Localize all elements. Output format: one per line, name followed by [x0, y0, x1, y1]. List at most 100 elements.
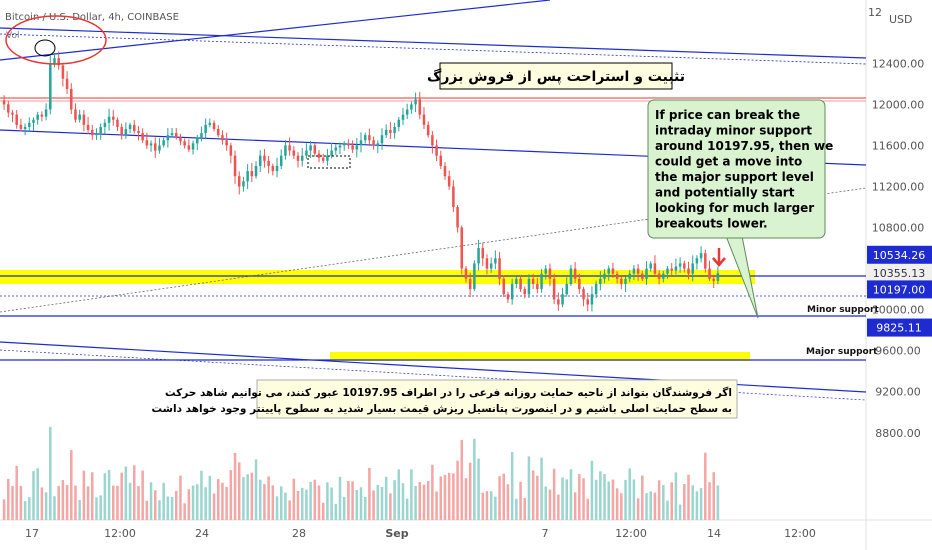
candle-body — [716, 273, 720, 281]
minor-support-label: Minor support — [807, 305, 879, 315]
time-tick-label: 12:00 — [784, 527, 816, 540]
candle-body — [695, 258, 699, 264]
volume-bar — [477, 458, 480, 520]
volume-bar — [292, 478, 296, 520]
candle-body — [313, 145, 317, 154]
candle-body — [271, 165, 275, 172]
volume-bar — [23, 501, 27, 520]
candle-body — [200, 133, 203, 138]
candle-body — [342, 143, 346, 146]
volume-bar — [464, 478, 468, 520]
volume-bar — [678, 504, 682, 520]
volume-bar — [536, 475, 539, 520]
volume-bar — [401, 483, 405, 520]
volume-bar — [342, 496, 346, 520]
volume-bar — [489, 491, 493, 520]
candle-body — [498, 258, 501, 279]
volume-bar — [590, 460, 594, 520]
candle-body — [372, 140, 375, 146]
candle-body — [254, 165, 258, 177]
candle-body — [221, 135, 224, 141]
candle-body — [309, 145, 312, 151]
candle-body — [410, 104, 413, 110]
volume-bar — [435, 491, 438, 520]
volume-bar — [267, 476, 270, 520]
volume-bar — [695, 491, 699, 520]
volume-bar — [141, 470, 144, 520]
candle-body — [2, 100, 6, 105]
volume-bar — [330, 487, 333, 520]
volume-bar — [561, 477, 564, 520]
price-tags: 10534.26 10355.13 10197.00 9825.11 — [867, 245, 932, 337]
candle-body — [422, 114, 426, 125]
candle-body — [540, 273, 543, 290]
price-tag-label: 10197.00 — [873, 283, 926, 296]
major-support-zone-band[interactable] — [330, 352, 750, 361]
volume-bar — [494, 496, 497, 520]
candle-body — [300, 155, 304, 161]
volume-bar — [179, 475, 182, 520]
volume-bar — [284, 492, 287, 520]
volume-bar — [641, 475, 644, 520]
candle-body — [28, 122, 31, 127]
volume-bar — [78, 499, 81, 520]
volume-bar — [149, 482, 153, 520]
candle-body — [628, 273, 631, 279]
volume-bar — [426, 481, 430, 520]
candle-body — [288, 145, 291, 151]
candle-body — [103, 122, 107, 127]
candle-body — [179, 137, 182, 142]
candle-body — [489, 263, 493, 269]
upper-rising-trendline[interactable] — [0, 0, 551, 61]
volume-bar — [708, 482, 711, 520]
volume-bar — [355, 489, 359, 520]
volume-bar — [183, 503, 186, 520]
upper-channel-line[interactable] — [0, 27, 867, 59]
time-tick-label: 28 — [292, 527, 306, 540]
candle-body — [523, 289, 527, 295]
consolidation-box[interactable] — [307, 155, 351, 169]
volume-bar — [32, 471, 35, 520]
volume-bar — [540, 457, 543, 520]
candle-body — [351, 145, 354, 150]
volume-bar — [368, 467, 371, 520]
price-axis[interactable]: 12400.00 12000.00 11600.00 11200.00 10800.00… — [868, 6, 924, 440]
volume-bar — [11, 486, 14, 520]
candle-body — [515, 278, 518, 284]
volume-bar — [145, 500, 149, 520]
english-note: If price can break the intraday minor sup… — [655, 108, 833, 231]
lower-channel-dotted-line[interactable] — [0, 349, 867, 401]
volume-bar — [162, 482, 165, 520]
volume-bar — [380, 486, 384, 520]
candle-body — [86, 124, 90, 131]
candle-body — [120, 126, 123, 136]
candle-body — [70, 88, 73, 110]
volume-bar — [313, 479, 317, 520]
volume-bar — [288, 500, 291, 520]
candle-body — [544, 268, 548, 274]
volume-bar — [628, 468, 631, 520]
candle-body — [641, 273, 644, 279]
candle-body — [7, 104, 10, 113]
top-circle-marker[interactable] — [5, 15, 107, 65]
time-axis[interactable]: 17 12:00 24 28 Sep 7 12:00 14 12:00 — [25, 527, 816, 540]
candle-body — [678, 263, 682, 267]
price-tag-bg — [867, 245, 932, 264]
candle-body — [305, 150, 308, 156]
candle-body — [615, 273, 619, 279]
candle-body — [65, 78, 69, 89]
candle-body — [565, 283, 569, 295]
time-tick-label: 12:00 — [615, 527, 647, 540]
candle-body — [653, 263, 657, 274]
candle-body — [426, 124, 430, 136]
volume-bar — [666, 500, 669, 520]
volume-bar — [443, 475, 447, 520]
volume-bar — [57, 486, 60, 520]
volume-bar — [36, 468, 39, 520]
volume-bar — [523, 498, 527, 520]
volume-bar — [246, 474, 249, 520]
upper-channel-dotted-line[interactable] — [0, 33, 867, 65]
symbol-label: Bitcoin / U.S. Dollar, 4h, COINBASE — [5, 12, 179, 23]
candle-body — [145, 140, 149, 146]
